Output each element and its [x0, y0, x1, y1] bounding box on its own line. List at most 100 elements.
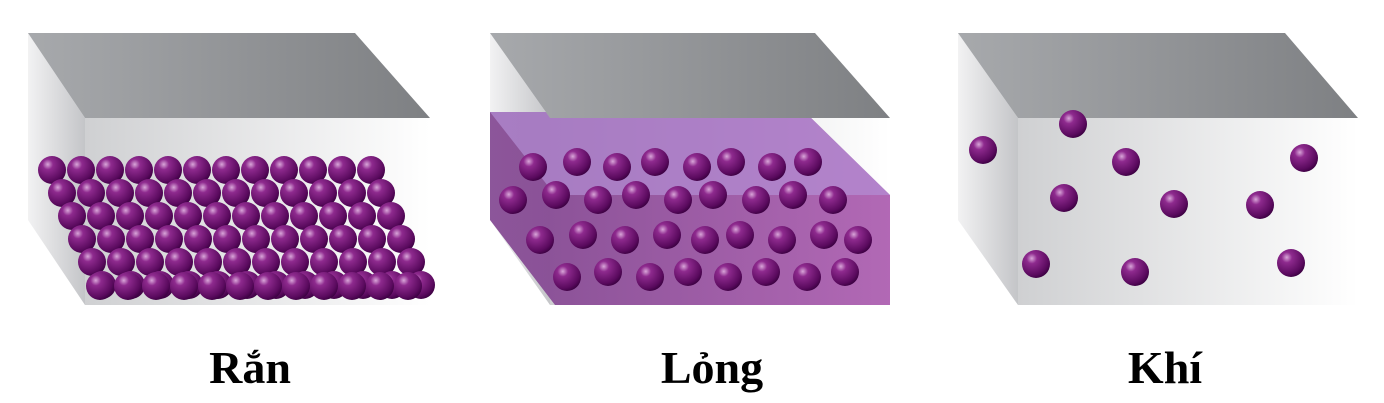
particle [145, 202, 173, 230]
solid-particles [38, 156, 435, 300]
particle [367, 179, 395, 207]
particle [299, 156, 327, 184]
particle [768, 226, 796, 254]
particle [222, 179, 250, 207]
particle [290, 202, 318, 230]
state-label: Rắn [209, 342, 291, 393]
particle [271, 225, 299, 253]
particle [165, 248, 193, 276]
particle [77, 179, 105, 207]
particle [622, 181, 650, 209]
particle [261, 202, 289, 230]
particle [1050, 184, 1078, 212]
particle [844, 226, 872, 254]
state-label: Khí [1128, 342, 1203, 393]
gas-box [958, 33, 1358, 305]
particle [794, 148, 822, 176]
particle [300, 225, 328, 253]
particle [184, 225, 212, 253]
particle [48, 179, 76, 207]
particle [752, 258, 780, 286]
particle [691, 226, 719, 254]
particle [584, 186, 612, 214]
particle [38, 156, 66, 184]
particle [125, 156, 153, 184]
particle [819, 186, 847, 214]
particle [1022, 250, 1050, 278]
particle [198, 272, 226, 300]
particle [542, 181, 570, 209]
particle [328, 156, 356, 184]
particle [203, 202, 231, 230]
particle [78, 248, 106, 276]
particle [242, 225, 270, 253]
particle [394, 272, 422, 300]
particle [611, 226, 639, 254]
particle [87, 202, 115, 230]
particle [254, 272, 282, 300]
particle [282, 272, 310, 300]
particle [97, 225, 125, 253]
particle [68, 225, 96, 253]
particle [164, 179, 192, 207]
particle [309, 179, 337, 207]
particle [96, 156, 124, 184]
particle [1290, 144, 1318, 172]
particle [366, 272, 394, 300]
particle [338, 179, 366, 207]
particle [252, 248, 280, 276]
particle [193, 179, 221, 207]
particle [793, 263, 821, 291]
particle [338, 272, 366, 300]
particle [270, 156, 298, 184]
particle [499, 186, 527, 214]
particle [174, 202, 202, 230]
particle [683, 153, 711, 181]
particle [310, 272, 338, 300]
particle [603, 153, 631, 181]
particle [251, 179, 279, 207]
particle [232, 202, 260, 230]
particle [674, 258, 702, 286]
particle [67, 156, 95, 184]
particle [155, 225, 183, 253]
particle [142, 272, 170, 300]
particle [126, 225, 154, 253]
particle [280, 179, 308, 207]
particle [969, 136, 997, 164]
particle [831, 258, 859, 286]
particle [339, 248, 367, 276]
particle [779, 181, 807, 209]
particle [594, 258, 622, 286]
particle [368, 248, 396, 276]
particle [58, 202, 86, 230]
particle [310, 248, 338, 276]
particle [717, 148, 745, 176]
particle [664, 186, 692, 214]
particle [226, 272, 254, 300]
particle [114, 272, 142, 300]
particle [1246, 191, 1274, 219]
particle [714, 263, 742, 291]
particle [387, 225, 415, 253]
particle [135, 179, 163, 207]
particle [136, 248, 164, 276]
particle [553, 263, 581, 291]
particle [699, 181, 727, 209]
particle [569, 221, 597, 249]
particle [1160, 190, 1188, 218]
particle [170, 272, 198, 300]
particle [653, 221, 681, 249]
particle [357, 156, 385, 184]
particle [213, 225, 241, 253]
gas-particles [969, 110, 1318, 286]
particle [358, 225, 386, 253]
particle [526, 226, 554, 254]
particle [563, 148, 591, 176]
particle [241, 156, 269, 184]
particle [107, 248, 135, 276]
particle [106, 179, 134, 207]
particle [519, 153, 547, 181]
particle [377, 202, 405, 230]
